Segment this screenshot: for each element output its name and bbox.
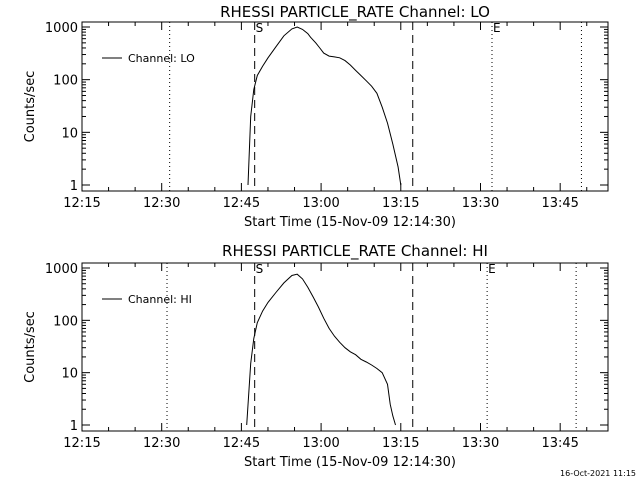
x-tick-label: 12:15 [63, 196, 100, 211]
x-tick-label: 13:45 [541, 436, 578, 451]
x-tick-label: 12:30 [143, 436, 180, 451]
start-marker-label: S [256, 21, 264, 35]
x-tick-label: 13:00 [302, 436, 339, 451]
legend-label: Channel: LO [128, 52, 195, 65]
x-tick-label: 12:45 [223, 436, 260, 451]
x-tick-label: 13:30 [462, 196, 499, 211]
chart-title: RHESSI PARTICLE_RATE Channel: HI [222, 242, 488, 261]
plot-frame [81, 262, 609, 432]
series-line-0 [246, 273, 396, 426]
y-tick-label: 10 [61, 367, 78, 382]
chart-panel-hi: RHESSI PARTICLE_RATE Channel: HI 12:15 12:… [23, 242, 609, 470]
y-tick-label: 1000 [45, 262, 78, 277]
y-tick-label: 100 [53, 314, 78, 329]
y-tick-label: 1 [70, 419, 78, 434]
y-tick-label: 100 [53, 74, 78, 89]
y-tick-label: 1 [70, 179, 78, 194]
chart-title: RHESSI PARTICLE_RATE Channel: LO [220, 3, 490, 22]
x-tick-label: 13:00 [302, 196, 339, 211]
series-line-0 [247, 26, 402, 186]
x-tick-label: 12:30 [143, 196, 180, 211]
y-axis-label: Counts/sec [23, 71, 38, 143]
x-tick-label: 13:15 [382, 436, 419, 451]
x-axis-label: Start Time (15-Nov-09 12:14:30) [244, 455, 456, 470]
end-marker-label: E [488, 262, 496, 276]
y-tick-label: 1000 [45, 21, 78, 36]
x-tick-label: 13:30 [462, 436, 499, 451]
y-axis-label: Counts/sec [23, 311, 38, 383]
x-tick-label: 12:15 [63, 436, 100, 451]
y-tick-label: 10 [61, 126, 78, 141]
footer-timestamp: 16-Oct-2021 11:15 [560, 469, 636, 478]
legend-label: Channel: HI [128, 293, 192, 306]
plot-frame [81, 21, 609, 192]
x-axis-label: Start Time (15-Nov-09 12:14:30) [244, 215, 456, 230]
chart-panel-lo: RHESSI PARTICLE_RATE Channel: LO 12:15 12:… [23, 3, 609, 230]
x-tick-label: 13:15 [382, 196, 419, 211]
x-tick-label: 12:45 [223, 196, 260, 211]
x-tick-label: 13:45 [541, 196, 578, 211]
end-marker-label: E [493, 21, 501, 35]
start-marker-label: S [256, 262, 264, 276]
